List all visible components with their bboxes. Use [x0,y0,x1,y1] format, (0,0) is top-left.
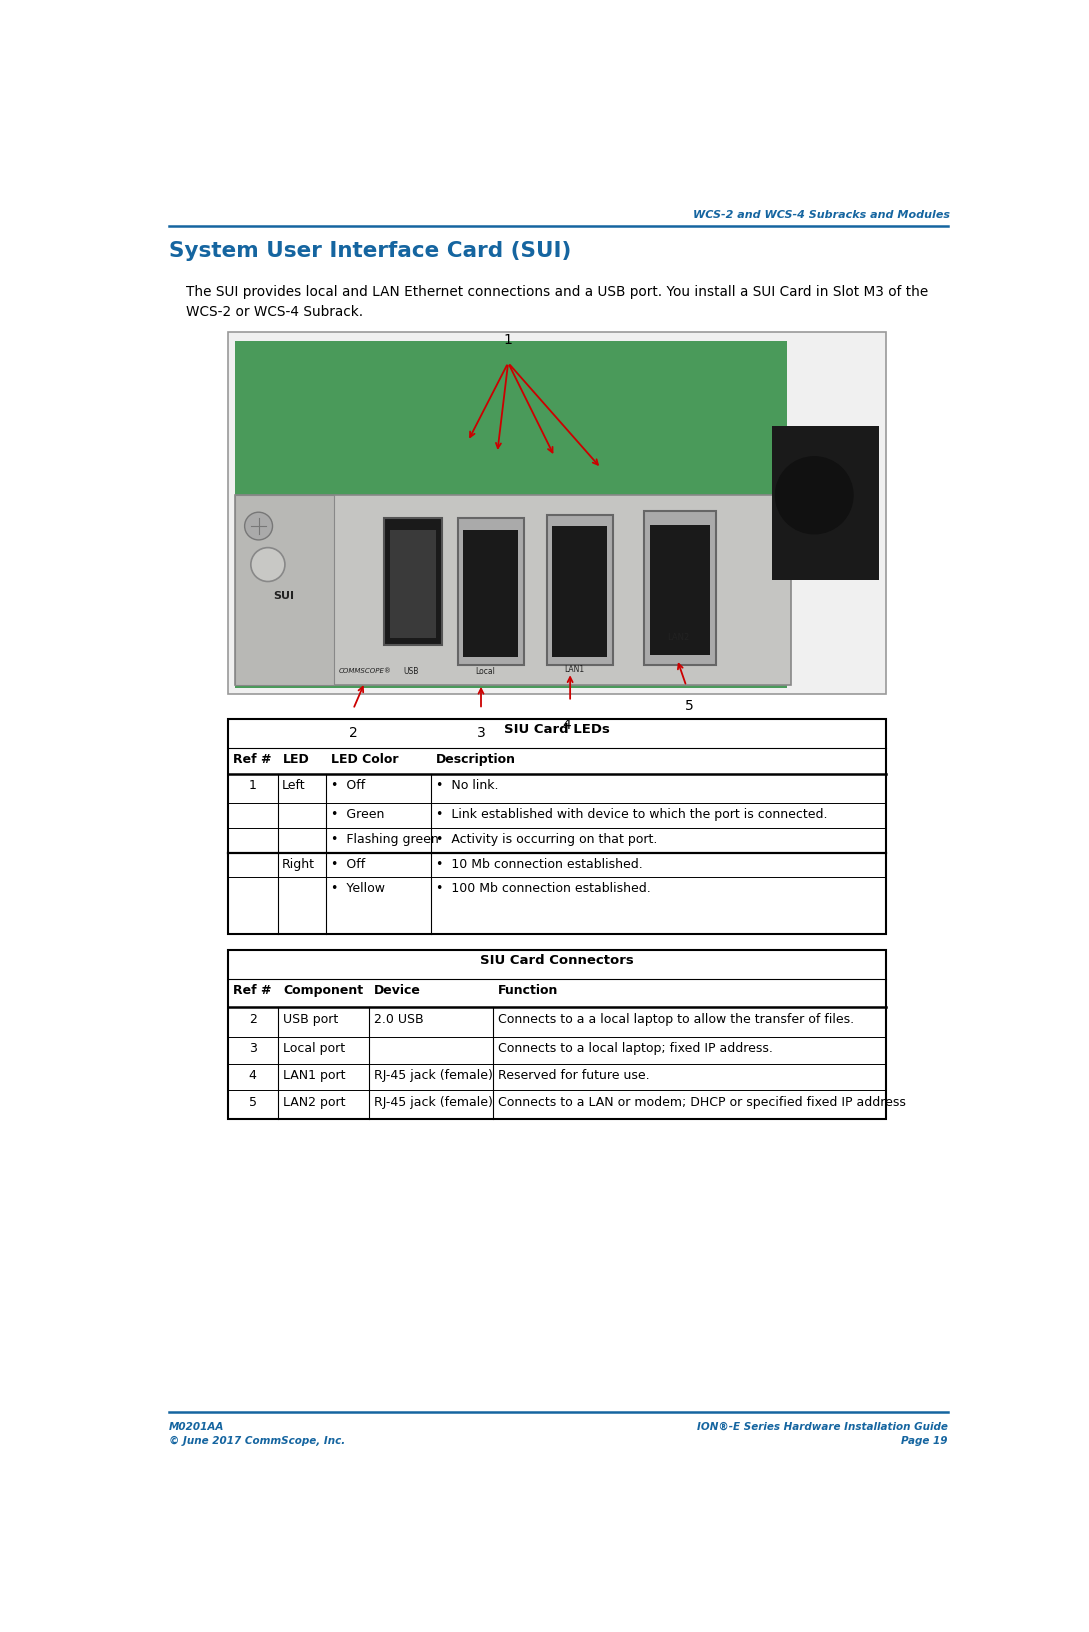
Bar [228,333,886,695]
Text: Ref #: Ref # [233,752,271,765]
Text: USB port: USB port [283,1012,339,1025]
Text: The SUI provides local and LAN Ethernet connections and a USB port. You install : The SUI provides local and LAN Ethernet … [186,284,929,299]
Bar [228,720,886,935]
Text: SIU Card Connectors: SIU Card Connectors [480,953,634,966]
Text: LED: LED [283,752,310,765]
Text: Device: Device [374,982,421,996]
Text: Reserved for future use.: Reserved for future use. [498,1067,650,1080]
Bar [650,526,710,656]
Text: •  Flashing green: • Flashing green [331,832,439,845]
Bar [463,530,518,658]
Text: LAN1 port: LAN1 port [283,1067,346,1080]
Text: •  Green: • Green [331,808,384,821]
Text: Connects to a a local laptop to allow the transfer of files.: Connects to a a local laptop to allow th… [498,1012,854,1025]
Text: Function: Function [498,982,559,996]
Text: 5: 5 [685,698,694,712]
Text: 1: 1 [248,778,257,792]
Bar [390,530,436,638]
Text: SIU Card LEDs: SIU Card LEDs [504,723,610,734]
Bar [772,426,879,581]
Text: •  Link established with device to which the port is connected.: • Link established with device to which … [436,808,828,821]
Text: RJ-45 jack (female): RJ-45 jack (female) [374,1067,493,1080]
Text: 2.0 USB: 2.0 USB [374,1012,424,1025]
Text: Left: Left [282,778,305,792]
Text: © June 2017 CommScope, Inc.: © June 2017 CommScope, Inc. [169,1435,345,1444]
Text: LAN2: LAN2 [668,632,689,641]
Text: Description: Description [436,752,516,765]
Text: Component: Component [283,982,364,996]
Text: 2: 2 [348,725,357,739]
Text: Right: Right [282,857,315,870]
Text: •  Yellow: • Yellow [331,881,386,894]
Text: 3: 3 [477,725,486,739]
Text: •  Activity is occurring on that port.: • Activity is occurring on that port. [436,832,658,845]
Text: •  No link.: • No link. [436,778,499,792]
Text: SUI: SUI [273,591,294,601]
Text: WCS-2 or WCS-4 Subrack.: WCS-2 or WCS-4 Subrack. [186,305,364,320]
Text: LED Color: LED Color [331,752,399,765]
Text: USB: USB [404,666,419,676]
Text: WCS-2 and WCS-4 Subracks and Modules: WCS-2 and WCS-4 Subracks and Modules [693,209,950,220]
Text: Page 19: Page 19 [901,1435,947,1444]
Text: Ref #: Ref # [233,982,271,996]
Bar [235,343,787,689]
Bar [384,519,442,646]
Circle shape [245,512,272,540]
Text: RJ-45 jack (female): RJ-45 jack (female) [374,1095,493,1108]
Text: COMMSCOPE®: COMMSCOPE® [339,667,391,674]
Text: M0201AA: M0201AA [169,1421,224,1431]
Text: 1: 1 [504,333,513,346]
Text: •  10 Mb connection established.: • 10 Mb connection established. [436,857,643,870]
Bar [235,496,791,685]
Circle shape [250,548,285,583]
Text: LAN1: LAN1 [564,664,584,674]
Text: ION®-E Series Hardware Installation Guide: ION®-E Series Hardware Installation Guid… [697,1421,947,1431]
Text: 4: 4 [248,1067,257,1080]
Text: 5: 5 [248,1095,257,1108]
Bar [552,527,608,658]
Text: •  100 Mb connection established.: • 100 Mb connection established. [436,881,651,894]
Text: LAN2 port: LAN2 port [283,1095,346,1108]
Circle shape [775,457,853,534]
Bar [547,516,613,666]
Text: 2: 2 [248,1012,257,1025]
Bar [235,496,333,685]
Text: Connects to a LAN or modem; DHCP or specified fixed IP address: Connects to a LAN or modem; DHCP or spec… [498,1095,906,1108]
Text: Connects to a local laptop; fixed IP address.: Connects to a local laptop; fixed IP add… [498,1041,773,1054]
Bar [228,950,886,1120]
Text: •  Off: • Off [331,857,366,870]
Bar [644,511,715,666]
Text: 3: 3 [248,1041,257,1054]
Text: Local port: Local port [283,1041,345,1054]
Text: System User Interface Card (SUI): System User Interface Card (SUI) [169,240,571,261]
Bar [457,519,524,666]
Text: Local: Local [475,666,494,676]
Text: •  Off: • Off [331,778,366,792]
Text: 4: 4 [563,718,572,731]
